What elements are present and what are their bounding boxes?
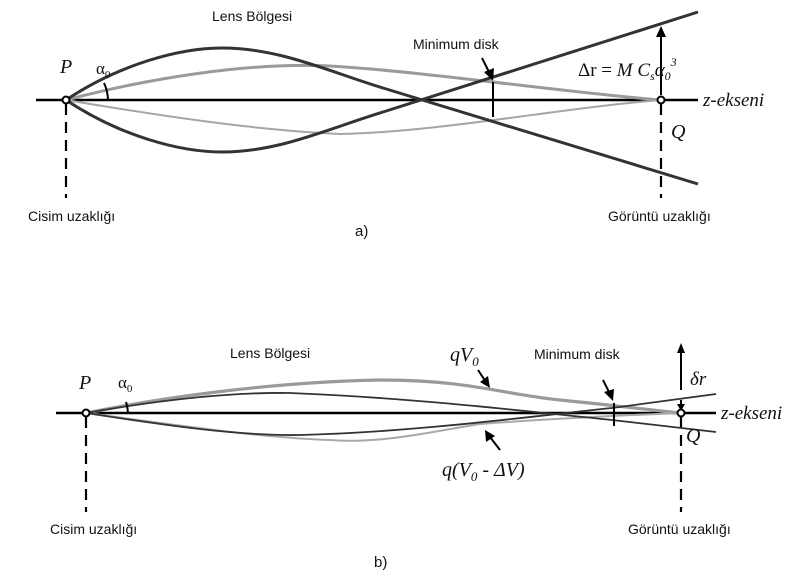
alpha-arc-a <box>103 82 109 101</box>
axis-label-b: z-ekseni <box>720 403 782 424</box>
qv0-label-b: qV0 <box>450 344 479 369</box>
gray-ray-upper-a <box>65 63 662 102</box>
minimum-disk-label-a: Minimum disk <box>413 36 500 52</box>
caption-b: b) <box>374 554 387 571</box>
alpha-label-a: α0 <box>96 59 111 81</box>
dark-ray-upper-a <box>65 46 699 186</box>
delta-r-formula-a: Δr = M Csα03 <box>578 55 677 83</box>
qv0-arrowhead-b <box>480 376 490 388</box>
alpha-label-b: α0 <box>118 373 133 395</box>
qv0-ray-upper-b <box>85 378 682 415</box>
delta-r-small-label-b: δr <box>690 369 707 390</box>
delta-r-small-arrowhead-b <box>677 343 685 353</box>
point-q-label-a: Q <box>671 121 686 143</box>
dark-ray-lower-a <box>65 10 699 154</box>
point-p-marker-a <box>61 95 71 105</box>
image-distance-label-b: Görüntü uzaklığı <box>628 521 731 537</box>
point-p-label-a: P <box>59 56 72 78</box>
object-distance-label-b: Cisim uzaklığı <box>50 521 137 537</box>
object-distance-label-a: Cisim uzaklığı <box>28 208 115 224</box>
dark-ray-lower-b <box>85 393 717 436</box>
caption-a: a) <box>355 223 368 240</box>
lens-region-label-a: Lens Bölgesi <box>212 8 292 24</box>
qdv-label-b: q(V0 - ΔV) <box>442 459 525 484</box>
delta-r-small-arrowhead2-b <box>677 404 685 411</box>
qdv-arrow-b <box>489 436 501 451</box>
point-q-marker-b <box>676 408 686 418</box>
qdv-arrowhead-b <box>485 430 495 442</box>
panel-a: Lens Bölgesi Minimum disk P α0 Δr = M Cs… <box>28 8 764 240</box>
panel-b: Lens Bölgesi Minimum disk qV0 q(V0 - ΔV)… <box>50 343 782 571</box>
point-q-marker-a <box>656 95 666 105</box>
minimum-disk-arrowhead-a <box>484 68 494 81</box>
point-p-label-b: P <box>78 372 91 394</box>
axis-label-a: z-ekseni <box>702 90 764 111</box>
delta-r-arrowhead-a <box>656 26 666 37</box>
minimum-disk-arrowhead-b <box>604 389 614 401</box>
alpha-arc-b <box>125 401 129 414</box>
point-p-marker-b <box>81 408 91 418</box>
gray-ray-lower-a <box>65 99 662 136</box>
image-distance-label-a: Görüntü uzaklığı <box>608 208 711 224</box>
point-q-label-b: Q <box>686 425 701 447</box>
minimum-disk-label-b: Minimum disk <box>534 346 621 362</box>
lens-region-label-b: Lens Bölgesi <box>230 345 310 361</box>
